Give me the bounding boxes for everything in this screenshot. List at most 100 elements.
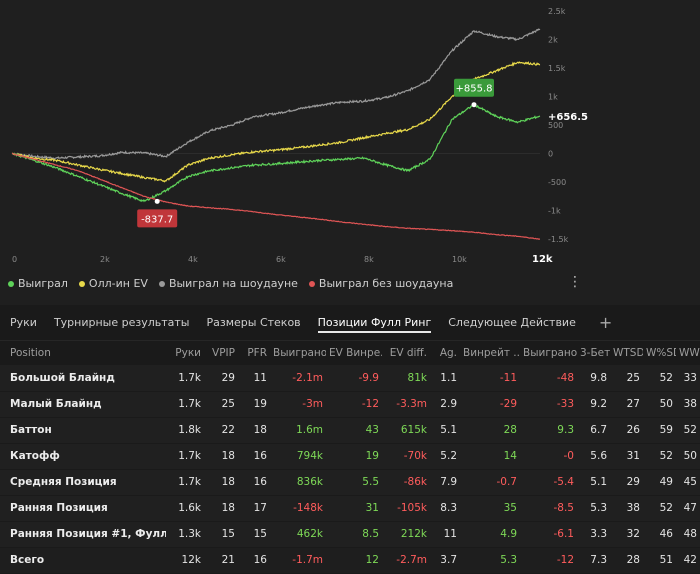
col-header-won[interactable]: Выиграно — [273, 347, 326, 359]
stat-cell: 31 — [626, 450, 640, 462]
y-tick-label: -500 — [548, 178, 566, 187]
stat-cell: -3.3m — [396, 398, 427, 410]
stat-cell: -1.7m — [292, 554, 323, 566]
series-line-0 — [11, 28, 541, 160]
stat-cell: -105k — [397, 502, 427, 514]
col-header-ev-winrate[interactable]: EV Винре... — [329, 347, 382, 359]
stat-cell: 9.3 — [557, 424, 574, 436]
stat-cell: 38 — [683, 398, 697, 410]
col-header-wwsf[interactable]: WWSF% — [679, 347, 700, 359]
stat-cell: 5.1 — [590, 476, 607, 488]
legend-item-non-showdown[interactable]: Выиграл без шоудауна — [308, 277, 453, 290]
chart-legend: Выиграл Олл-ин EV Выиграл на шоудауне Вы… — [8, 277, 464, 290]
position-name-cell: Малый Блайнд — [10, 398, 102, 410]
table-row[interactable]: Катофф 1.7k 18 16 794k 19 -70k 5.2 14 -0 5.6 31 52 50 — [0, 443, 700, 469]
add-tab-icon[interactable]: + — [598, 313, 613, 332]
stat-cell: 50 — [683, 450, 697, 462]
table-row[interactable]: Малый Блайнд 1.7k 25 19 -3m -12 -3.3m 2.9 -29 -33… — [0, 391, 700, 417]
col-header-aggression[interactable]: Ag. — [439, 347, 457, 359]
stat-cell: 32 — [626, 528, 640, 540]
legend-swatch — [8, 280, 14, 287]
col-header-wsd[interactable]: W%SD — [646, 347, 676, 359]
tab-tournament-results[interactable]: Турнирные результаты — [53, 315, 190, 329]
col-header-winrate[interactable]: Винрейт ... — [463, 347, 520, 359]
position-name-cell: Всего — [10, 554, 45, 566]
legend-item-allin-ev[interactable]: Олл-ин EV — [78, 277, 148, 290]
stat-cell: 19 — [365, 450, 379, 462]
col-header-pfr[interactable]: PFR — [247, 347, 267, 359]
legend-item-showdown[interactable]: Выиграл на шоудауне — [158, 277, 298, 290]
stat-cell: -48 — [556, 371, 574, 384]
stat-cell: 1.1 — [440, 371, 457, 384]
y-tick-label: 2.5k — [548, 7, 566, 16]
stat-cell: 7.3 — [590, 554, 607, 566]
table-row[interactable]: Ранняя Позиция 1.6k 18 17 -148k 31 -105k 8.3 35 -… — [0, 495, 700, 521]
stat-cell: -12 — [556, 554, 574, 566]
stat-cell: 5.5 — [362, 476, 379, 488]
stat-cell: -86k — [403, 476, 427, 488]
stat-cell: 33 — [683, 371, 697, 384]
stat-cell: 212k — [400, 528, 427, 540]
stat-cell: 16 — [253, 554, 267, 566]
x-tick-label: 0 — [12, 255, 17, 264]
stat-cell: 462k — [296, 528, 323, 540]
stat-cell: 1.6k — [178, 502, 201, 514]
stat-cell: 51 — [659, 554, 673, 566]
stat-cell: 43 — [365, 424, 379, 436]
stat-cell: 5.6 — [590, 450, 607, 462]
position-name-cell: Ранняя Позиция #1, Фулл Ринг — [10, 528, 166, 540]
tab-stack-sizes[interactable]: Размеры Стеков — [206, 315, 301, 329]
stat-cell: -2.7m — [396, 554, 427, 566]
table-row[interactable]: Баттон 1.8k 22 18 1.6m 43 615k 5.1 28 9.3 6.7 26 59 5… — [0, 417, 700, 443]
tab-next-action[interactable]: Следующее Действие — [448, 315, 576, 329]
stat-cell: 7.9 — [440, 476, 457, 488]
stat-cell: 49 — [659, 476, 673, 488]
positions-table: Position Руки VPIP PFR Выиграно EV Винре… — [0, 341, 700, 574]
legend-item-won[interactable]: Выиграл — [8, 277, 68, 290]
stat-cell: 17 — [253, 502, 267, 514]
stat-cell: 18 — [221, 502, 235, 514]
stat-cell: 8.5 — [362, 528, 379, 540]
col-header-ev-diff[interactable]: EV diff. — [389, 347, 427, 359]
col-header-3bet[interactable]: 3-Бет — [580, 347, 610, 359]
tab-hands[interactable]: Руки — [10, 315, 37, 329]
legend-label: Олл-ин EV — [88, 277, 148, 290]
col-header-won-2[interactable]: Выиграно... — [523, 347, 577, 359]
more-options-icon[interactable]: ⋮ — [568, 274, 582, 290]
stat-cell: 31 — [365, 502, 379, 514]
annotation-badge — [137, 209, 178, 228]
tab-positions-full-ring[interactable]: Позиции Фулл Ринг — [317, 305, 431, 341]
stat-cell: 50 — [659, 398, 673, 410]
stat-cell: 11 — [443, 528, 457, 540]
stat-cell: 1.6m — [296, 424, 323, 436]
stat-cell: -148k — [293, 502, 323, 514]
table-row[interactable]: Ранняя Позиция #1, Фулл Ринг 1.3k 15 15 462k… — [0, 521, 700, 547]
col-header-hands[interactable]: Руки — [175, 347, 201, 359]
stat-cell: 52 — [683, 424, 697, 436]
stat-cell: 15 — [253, 528, 267, 540]
stat-cell: 16 — [253, 450, 267, 462]
stat-cell: -2.1m — [292, 371, 323, 384]
stat-cell: -29 — [499, 398, 517, 410]
stat-cell: 42 — [683, 554, 697, 566]
stat-cell: 11 — [253, 371, 267, 384]
table-row[interactable]: Большой Блайнд 1.7k 29 11 -2.1m -9.9 81k 1.1 -11… — [0, 365, 700, 391]
col-header-wtsd[interactable]: WTSD — [613, 347, 643, 359]
table-total-row[interactable]: Всего 12k 21 16 -1.7m 12 -2.7m 3.7 5.3 -12 7.3 28 51… — [0, 547, 700, 573]
series-line-1 — [11, 61, 541, 183]
stat-cell: -70k — [403, 450, 427, 462]
col-header-position[interactable]: Position — [10, 347, 51, 359]
stat-cell: 22 — [221, 424, 235, 436]
stat-cell: 794k — [296, 450, 323, 462]
table-row[interactable]: Средняя Позиция 1.7k 18 16 836k 5.5 -86k 7.9 -0.… — [0, 469, 700, 495]
report-tabs: Руки Турнирные результаты Размеры Стеков… — [0, 305, 700, 341]
stat-cell: 12 — [365, 554, 379, 566]
stat-cell: 5.3 — [590, 502, 607, 514]
col-header-vpip[interactable]: VPIP — [212, 347, 235, 359]
stat-cell: 48 — [683, 528, 697, 540]
stat-cell: 8.3 — [440, 502, 457, 514]
stat-cell: 836k — [296, 476, 323, 488]
stat-cell: 29 — [221, 371, 235, 384]
stat-cell: 1.7k — [178, 371, 201, 384]
stat-cell: 81k — [407, 371, 427, 384]
